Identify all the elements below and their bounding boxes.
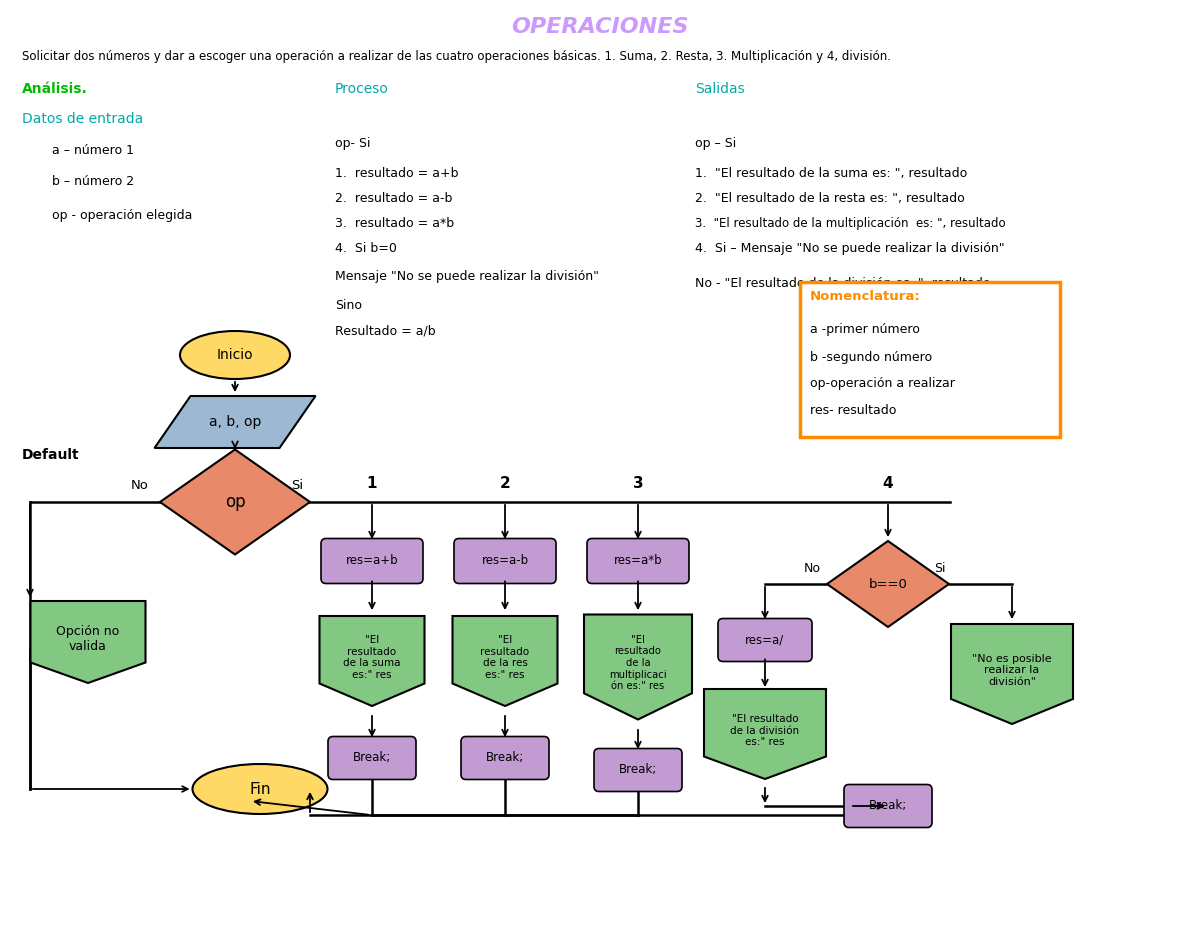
Text: "El
resultado
de la suma
es:" res: "El resultado de la suma es:" res [343, 635, 401, 680]
Text: op – Si: op – Si [695, 137, 737, 150]
FancyBboxPatch shape [587, 539, 689, 583]
Text: 2: 2 [499, 476, 510, 491]
Polygon shape [155, 396, 316, 448]
FancyBboxPatch shape [461, 736, 550, 780]
FancyBboxPatch shape [718, 618, 812, 662]
Text: Fin: Fin [250, 781, 271, 796]
Text: No: No [804, 562, 821, 575]
Text: Solicitar dos números y dar a escoger una operación a realizar de las cuatro ope: Solicitar dos números y dar a escoger un… [22, 50, 890, 63]
FancyBboxPatch shape [328, 736, 416, 780]
Text: Nomenclatura:: Nomenclatura: [810, 289, 920, 302]
FancyBboxPatch shape [844, 784, 932, 828]
Text: Si: Si [290, 479, 304, 492]
Text: Salidas: Salidas [695, 82, 745, 96]
Text: Proceso: Proceso [335, 82, 389, 96]
FancyBboxPatch shape [454, 539, 556, 583]
Text: Break;: Break; [486, 752, 524, 765]
Polygon shape [952, 624, 1073, 724]
Text: 4: 4 [883, 476, 893, 491]
Text: res=a/: res=a/ [745, 633, 785, 646]
Text: OPERACIONES: OPERACIONES [511, 17, 689, 37]
FancyBboxPatch shape [322, 539, 424, 583]
Polygon shape [319, 616, 425, 706]
Text: 3.  "El resultado de la multiplicación  es: ", resultado: 3. "El resultado de la multiplicación es… [695, 217, 1006, 230]
Text: a – número 1: a – número 1 [52, 144, 134, 157]
Ellipse shape [180, 331, 290, 379]
Text: Opción no
valida: Opción no valida [56, 625, 120, 653]
FancyBboxPatch shape [800, 282, 1060, 437]
Text: 1.  resultado = a+b: 1. resultado = a+b [335, 167, 458, 180]
Text: 1.  "El resultado de la suma es: ", resultado: 1. "El resultado de la suma es: ", resul… [695, 167, 967, 180]
Text: Break;: Break; [619, 764, 658, 777]
Polygon shape [827, 541, 949, 627]
Text: res- resultado: res- resultado [810, 404, 896, 417]
Text: res=a*b: res=a*b [613, 554, 662, 567]
Text: a -primer número: a -primer número [810, 324, 920, 337]
Ellipse shape [192, 764, 328, 814]
Polygon shape [160, 450, 310, 554]
Text: No - "El resultado de la división es: ", resultado: No - "El resultado de la división es: ",… [695, 277, 990, 290]
Text: b – número 2: b – número 2 [52, 175, 134, 188]
Text: res=a+b: res=a+b [346, 554, 398, 567]
Text: 4.  Si b=0: 4. Si b=0 [335, 242, 397, 255]
Text: Datos de entrada: Datos de entrada [22, 112, 143, 126]
Text: Break;: Break; [353, 752, 391, 765]
Text: Break;: Break; [869, 799, 907, 812]
Text: 2.  resultado = a-b: 2. resultado = a-b [335, 192, 452, 205]
Text: No: No [131, 479, 149, 492]
Polygon shape [584, 615, 692, 719]
Text: res=a-b: res=a-b [481, 554, 528, 567]
Text: Resultado = a/b: Resultado = a/b [335, 324, 436, 337]
Text: Sino: Sino [335, 299, 362, 312]
Text: Análisis.: Análisis. [22, 82, 88, 96]
Text: b -segundo número: b -segundo número [810, 350, 932, 363]
Text: "El resultado
de la división
es:" res: "El resultado de la división es:" res [731, 714, 799, 747]
Text: 2.  "El resultado de la resta es: ", resultado: 2. "El resultado de la resta es: ", resu… [695, 192, 965, 205]
Polygon shape [704, 689, 826, 779]
Text: b==0: b==0 [869, 578, 907, 590]
Text: Mensaje "No se puede realizar la división": Mensaje "No se puede realizar la divisió… [335, 270, 599, 283]
Text: op: op [224, 493, 245, 511]
Text: 1: 1 [367, 476, 377, 491]
Text: "El
resultado
de la
multiplicaci
ón es:" res: "El resultado de la multiplicaci ón es:"… [610, 635, 667, 692]
Text: "No es posible
realizar la
división": "No es posible realizar la división" [972, 654, 1052, 687]
Polygon shape [30, 601, 145, 683]
Polygon shape [452, 616, 558, 706]
Text: op-operación a realizar: op-operación a realizar [810, 377, 955, 390]
Text: "El
resultado
de la res
es:" res: "El resultado de la res es:" res [480, 635, 529, 680]
Text: op- Si: op- Si [335, 137, 371, 150]
Text: 4.  Si – Mensaje "No se puede realizar la división": 4. Si – Mensaje "No se puede realizar la… [695, 242, 1004, 255]
Text: op - operación elegida: op - operación elegida [52, 209, 192, 222]
Text: 3: 3 [632, 476, 643, 491]
Text: Si: Si [935, 562, 946, 575]
Text: 3.  resultado = a*b: 3. resultado = a*b [335, 217, 454, 230]
Text: Default: Default [22, 448, 79, 462]
Text: Inicio: Inicio [217, 348, 253, 362]
Text: a, b, op: a, b, op [209, 415, 262, 429]
FancyBboxPatch shape [594, 748, 682, 792]
